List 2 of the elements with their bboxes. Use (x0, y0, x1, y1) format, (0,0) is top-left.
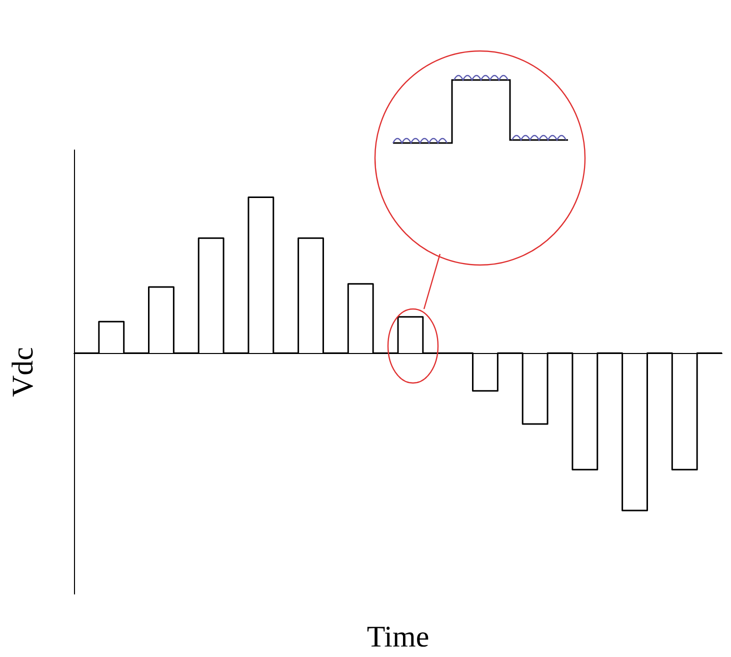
x-axis-title: Time (366, 620, 430, 654)
y-axis-title: Vdc (6, 347, 40, 397)
